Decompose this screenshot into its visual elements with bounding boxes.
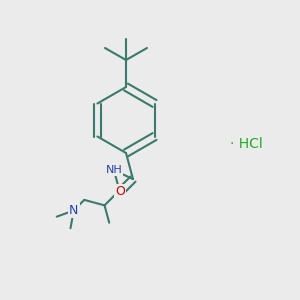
Text: · HCl: · HCl — [230, 137, 262, 151]
Text: NH: NH — [106, 165, 122, 175]
Text: N: N — [69, 204, 78, 217]
Text: O: O — [115, 185, 125, 198]
